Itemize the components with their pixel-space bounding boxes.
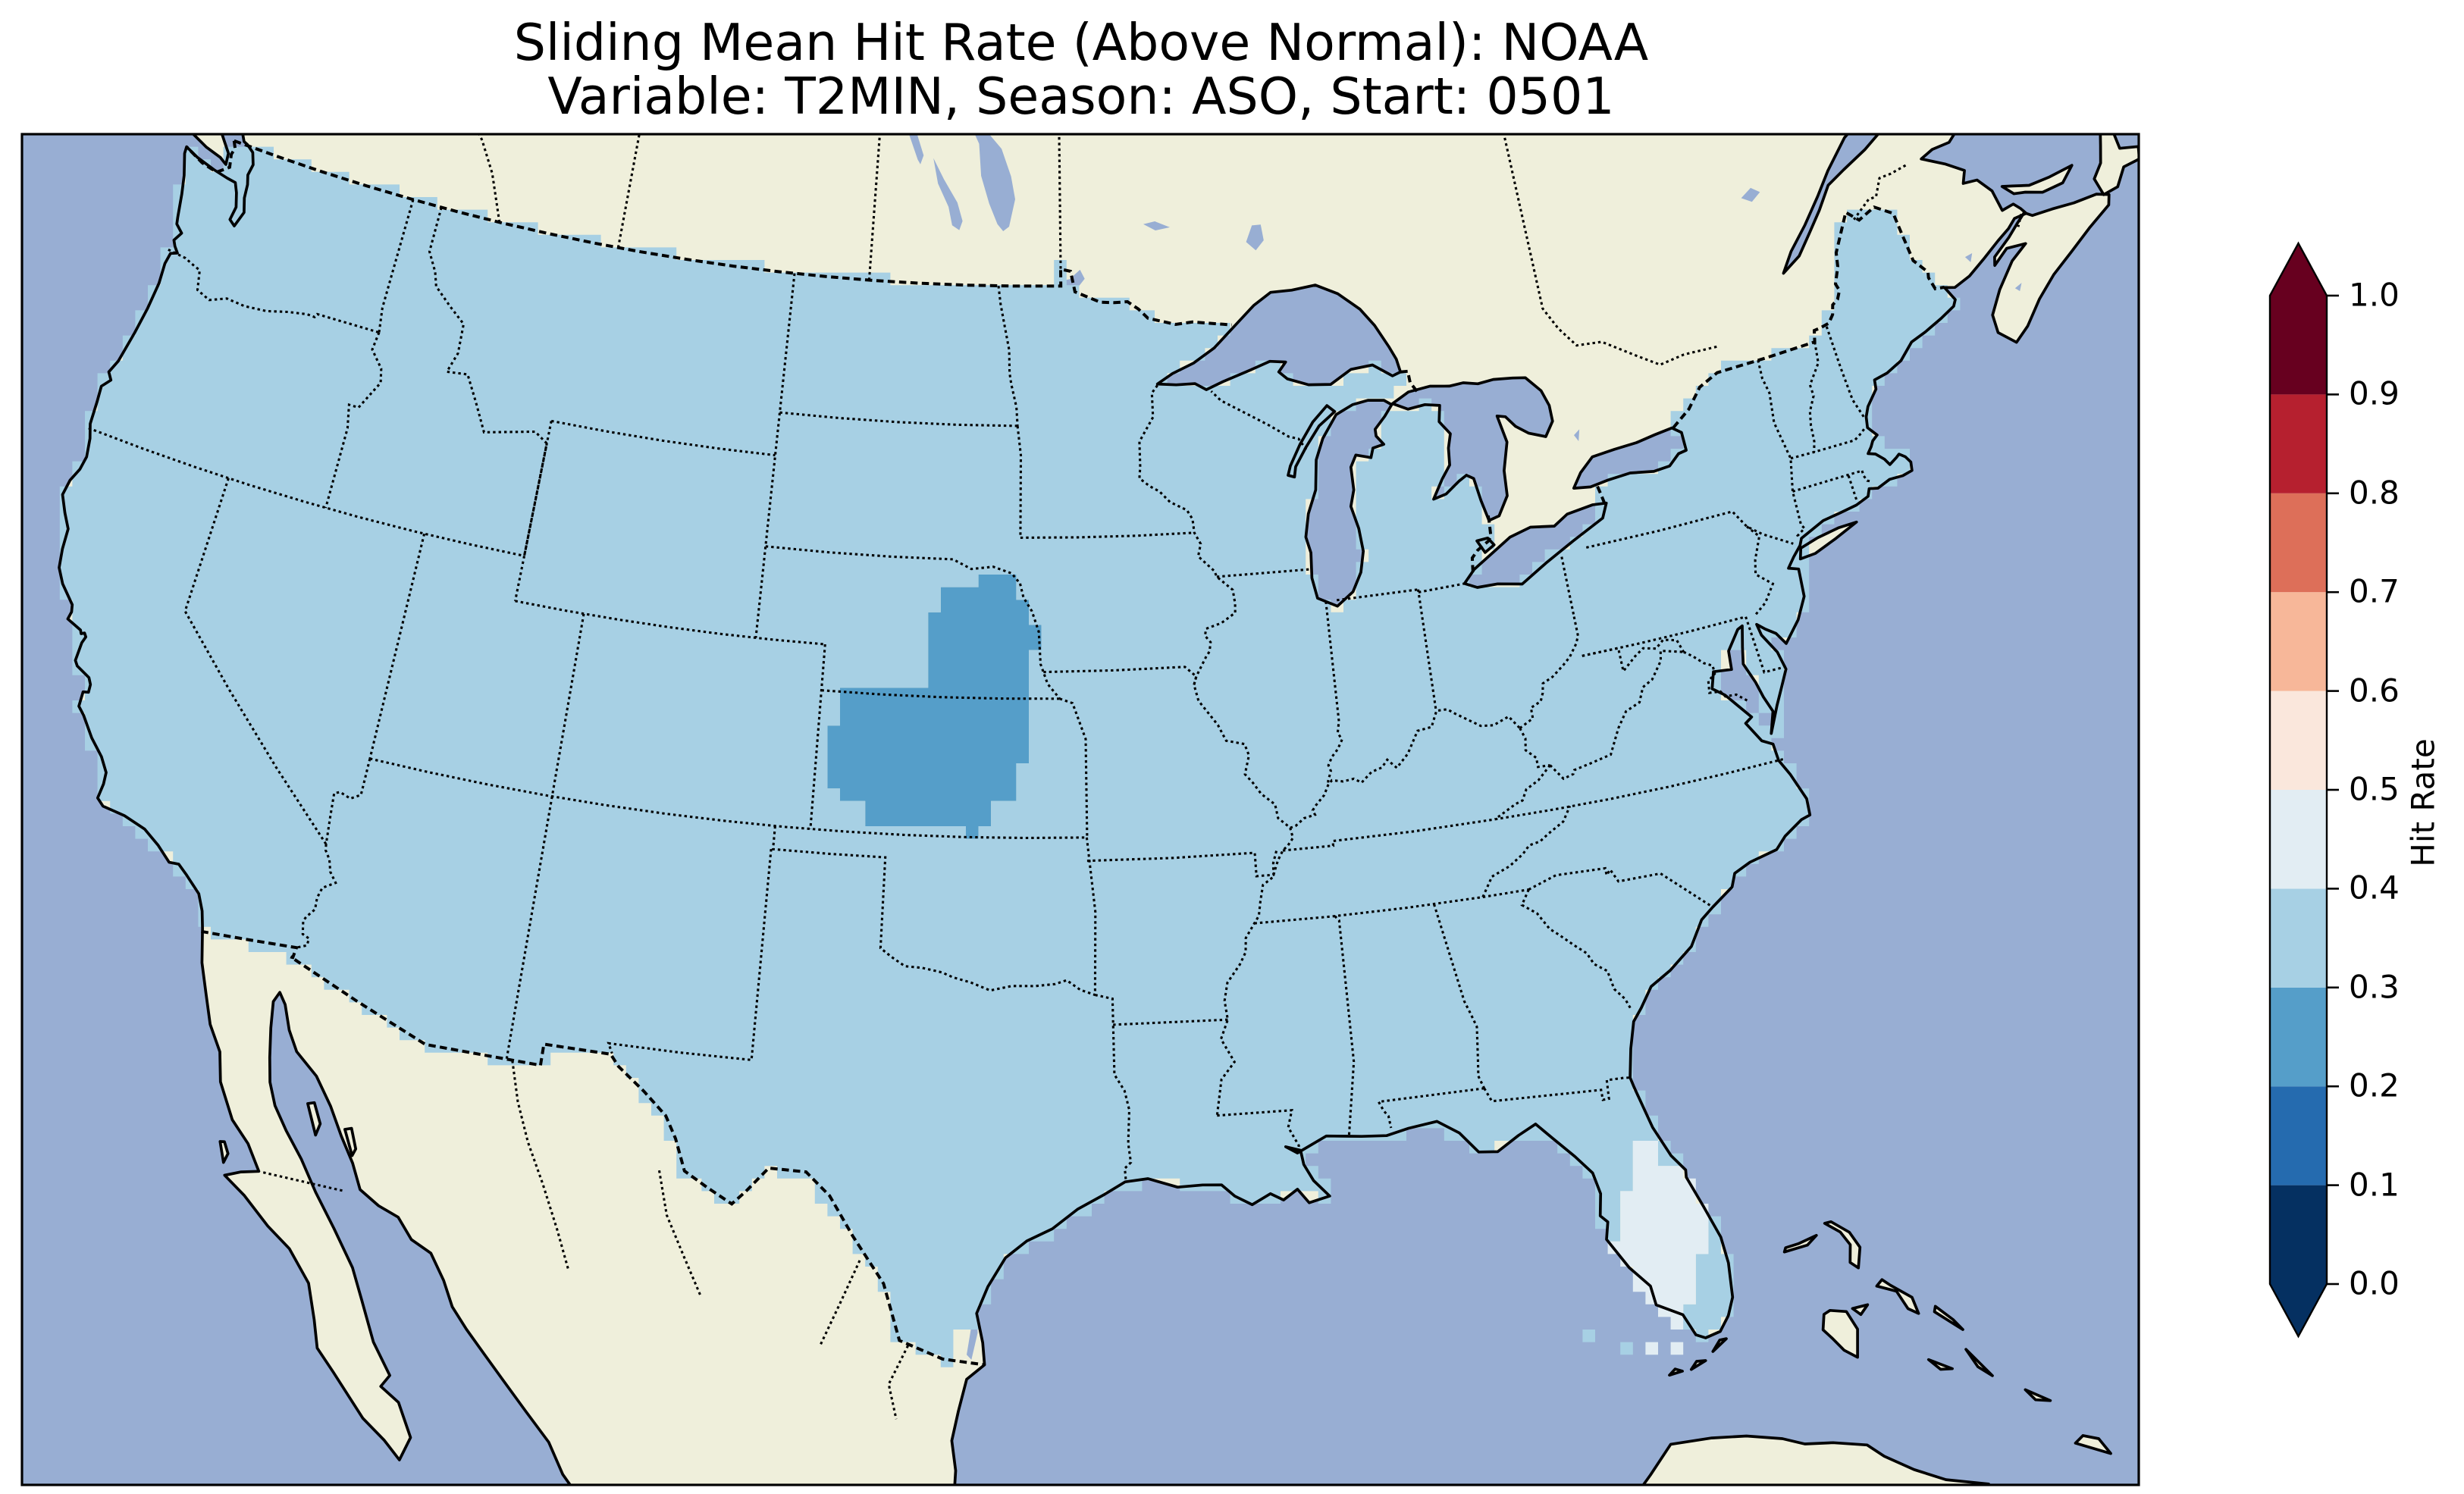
colorbar-band (2270, 592, 2327, 691)
map-frame (20, 133, 2140, 1486)
colorbar-band (2270, 987, 2327, 1087)
colorbar-band (2270, 394, 2327, 493)
hitrate-cells-03-04 (59, 146, 1961, 1367)
colorbar-tick-label: 0.6 (2349, 672, 2400, 709)
colorbar-band (2270, 691, 2327, 790)
colorbar-tick-label: 0.4 (2349, 869, 2400, 907)
colorbar-tick-label: 0.7 (2349, 572, 2400, 610)
colorbar-over-arrow (2270, 243, 2327, 296)
map-layers (22, 134, 2139, 1485)
state-borders (88, 134, 2023, 1420)
colorbar-shape (2268, 241, 2339, 1339)
colorbar-band (2270, 790, 2327, 889)
colorbar-tick-label: 0.5 (2349, 770, 2400, 808)
colorbar-axis-label: Hit Rate (2404, 738, 2442, 867)
colorbar-band (2270, 1185, 2327, 1284)
colorbar-under-arrow (2270, 1284, 2327, 1336)
colorbar-tick-label: 1.0 (2349, 276, 2400, 314)
colorbar-band (2270, 493, 2327, 593)
colorbar-tick-label: 0.0 (2349, 1264, 2400, 1302)
colorbar-band (2270, 296, 2327, 395)
hitrate-cells-02-03 (827, 575, 1042, 839)
plot-title-line1: Sliding Mean Hit Rate (Above Normal): NO… (513, 13, 1649, 72)
colorbar-band (2270, 888, 2327, 988)
colorbar-tick-label: 0.1 (2349, 1166, 2400, 1204)
colorbar-tick-label: 0.9 (2349, 374, 2400, 412)
colorbar-tick-label: 0.8 (2349, 474, 2400, 512)
colorbar-ticks (2327, 294, 2339, 1286)
colorbar-band (2270, 1086, 2327, 1185)
hitrate-cells-04-05 (1607, 1141, 1709, 1355)
colorbar-tick-label: 0.3 (2349, 968, 2400, 1006)
plot-title-line2: Variable: T2MIN, Season: ASO, Start: 050… (547, 67, 1615, 126)
coastline (58, 134, 2139, 1485)
colorbar-tick-label: 0.2 (2349, 1066, 2400, 1104)
